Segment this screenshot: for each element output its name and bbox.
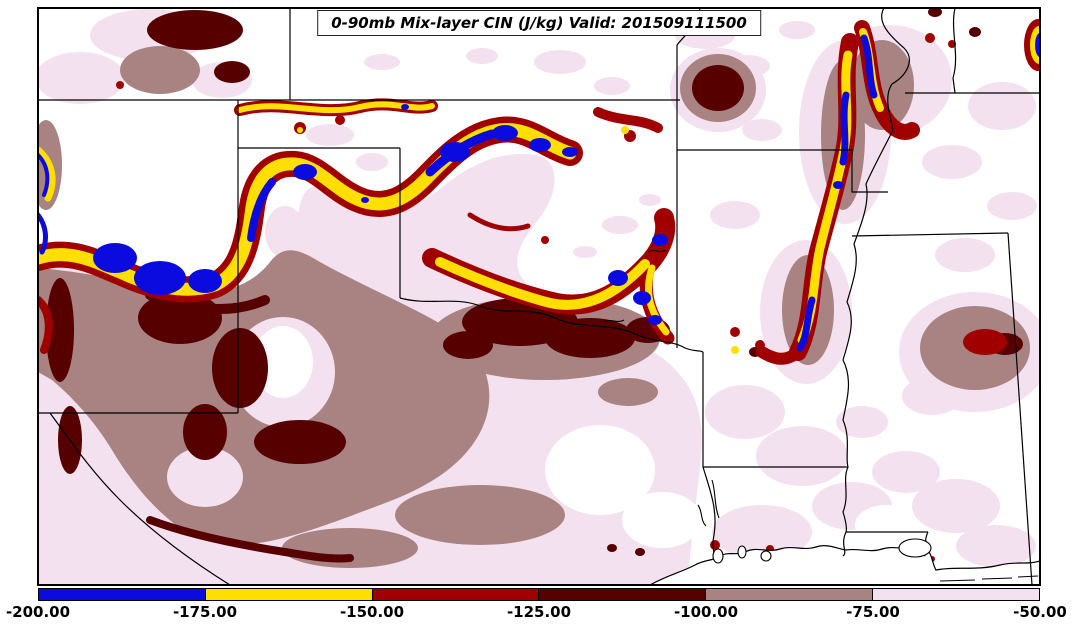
colorbar-segment xyxy=(372,589,540,600)
state-borders xyxy=(38,8,1040,585)
colorbar-segment xyxy=(205,589,373,600)
contour-field xyxy=(38,8,1040,585)
colorbar xyxy=(38,588,1040,601)
colorbar-tick-label: -50.00 xyxy=(1013,603,1067,621)
colorbar-tick-label: -100.00 xyxy=(673,603,739,621)
colorbar-segment xyxy=(39,589,206,600)
colorbar-segment xyxy=(706,589,874,600)
colorbar-segment xyxy=(873,589,1039,600)
water-features xyxy=(603,249,1039,582)
map-title: 0-90mb Mix-layer CIN (J/kg) Valid: 20150… xyxy=(331,14,747,32)
colorbar-tick-label: -150.00 xyxy=(339,603,405,621)
colorbar-tick-label: -75.00 xyxy=(846,603,900,621)
colorbar-tick-label: -200.00 xyxy=(5,603,71,621)
map-frame xyxy=(37,7,1041,586)
title-box: 0-90mb Mix-layer CIN (J/kg) Valid: 20150… xyxy=(317,10,761,36)
colorbar-tick-label: -125.00 xyxy=(506,603,572,621)
colorbar-tick-label: -175.00 xyxy=(172,603,238,621)
colorbar-segment xyxy=(539,589,707,600)
